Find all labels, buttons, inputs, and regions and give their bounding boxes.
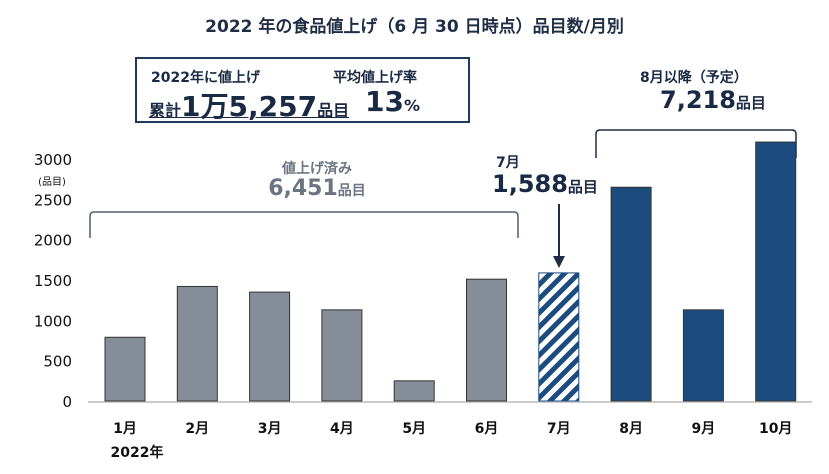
- bar-8: [610, 186, 652, 402]
- jul-arrow-head: [553, 256, 565, 268]
- chart-title: 2022 年の食品値上げ（6 月 30 日時点）品目数/月別: [205, 17, 624, 37]
- x-tick-label: 6月: [475, 421, 499, 437]
- x-tick-label: 2月: [185, 421, 209, 437]
- planned-total: 7,218品目: [660, 86, 766, 114]
- summary-line1: 2022年に値上げ: [151, 70, 260, 86]
- y-tick-label: 2000: [34, 232, 72, 250]
- x-tick-label: 1月: [113, 421, 137, 437]
- y-tick-label: 3000: [34, 151, 72, 169]
- y-tick-label: 1500: [34, 272, 72, 290]
- x-tick-label: 9月: [692, 421, 716, 437]
- x-tick-label: 4月: [330, 421, 354, 437]
- bar-6: [466, 278, 507, 402]
- bar-2: [176, 285, 218, 402]
- jul-label: 7月: [496, 155, 520, 171]
- bar-5: [393, 380, 435, 402]
- planned-bracket: [595, 129, 797, 158]
- y-tick-label: 0: [62, 393, 72, 411]
- x-tick-label: 3月: [258, 421, 282, 437]
- bar-3: [249, 291, 291, 402]
- x-tick-label: 7月: [547, 421, 571, 437]
- done-total: 6,451品目: [268, 176, 366, 201]
- summary-box: 2022年に値上げ 累計1万5,257品目 平均値上げ率 13%: [135, 57, 470, 123]
- done-label: 値上げ済み: [282, 161, 352, 177]
- rate-label: 平均値上げ率: [333, 70, 417, 86]
- done-bracket: [89, 211, 519, 238]
- x-tick-label: 8月: [619, 421, 643, 437]
- planned-label: 8月以降（予定）: [640, 70, 748, 86]
- y-tick-label: 1000: [34, 312, 72, 330]
- y-axis-unit: (品目): [38, 176, 66, 188]
- bar-1: [104, 336, 146, 402]
- y-tick-label: 500: [43, 353, 72, 371]
- y-tick-label: 2500: [34, 191, 72, 209]
- bar-4: [321, 309, 363, 402]
- jul-total: 1,588品目: [492, 170, 598, 198]
- bar-7: [538, 272, 580, 402]
- x-sub-label: 2022年: [111, 444, 164, 461]
- bar-10: [755, 141, 797, 402]
- x-tick-label: 5月: [402, 421, 426, 437]
- summary-total: 累計1万5,257品目: [149, 90, 350, 123]
- bar-9: [682, 309, 724, 402]
- x-tick-label: 10月: [759, 421, 792, 437]
- rate-value: 13%: [365, 85, 420, 118]
